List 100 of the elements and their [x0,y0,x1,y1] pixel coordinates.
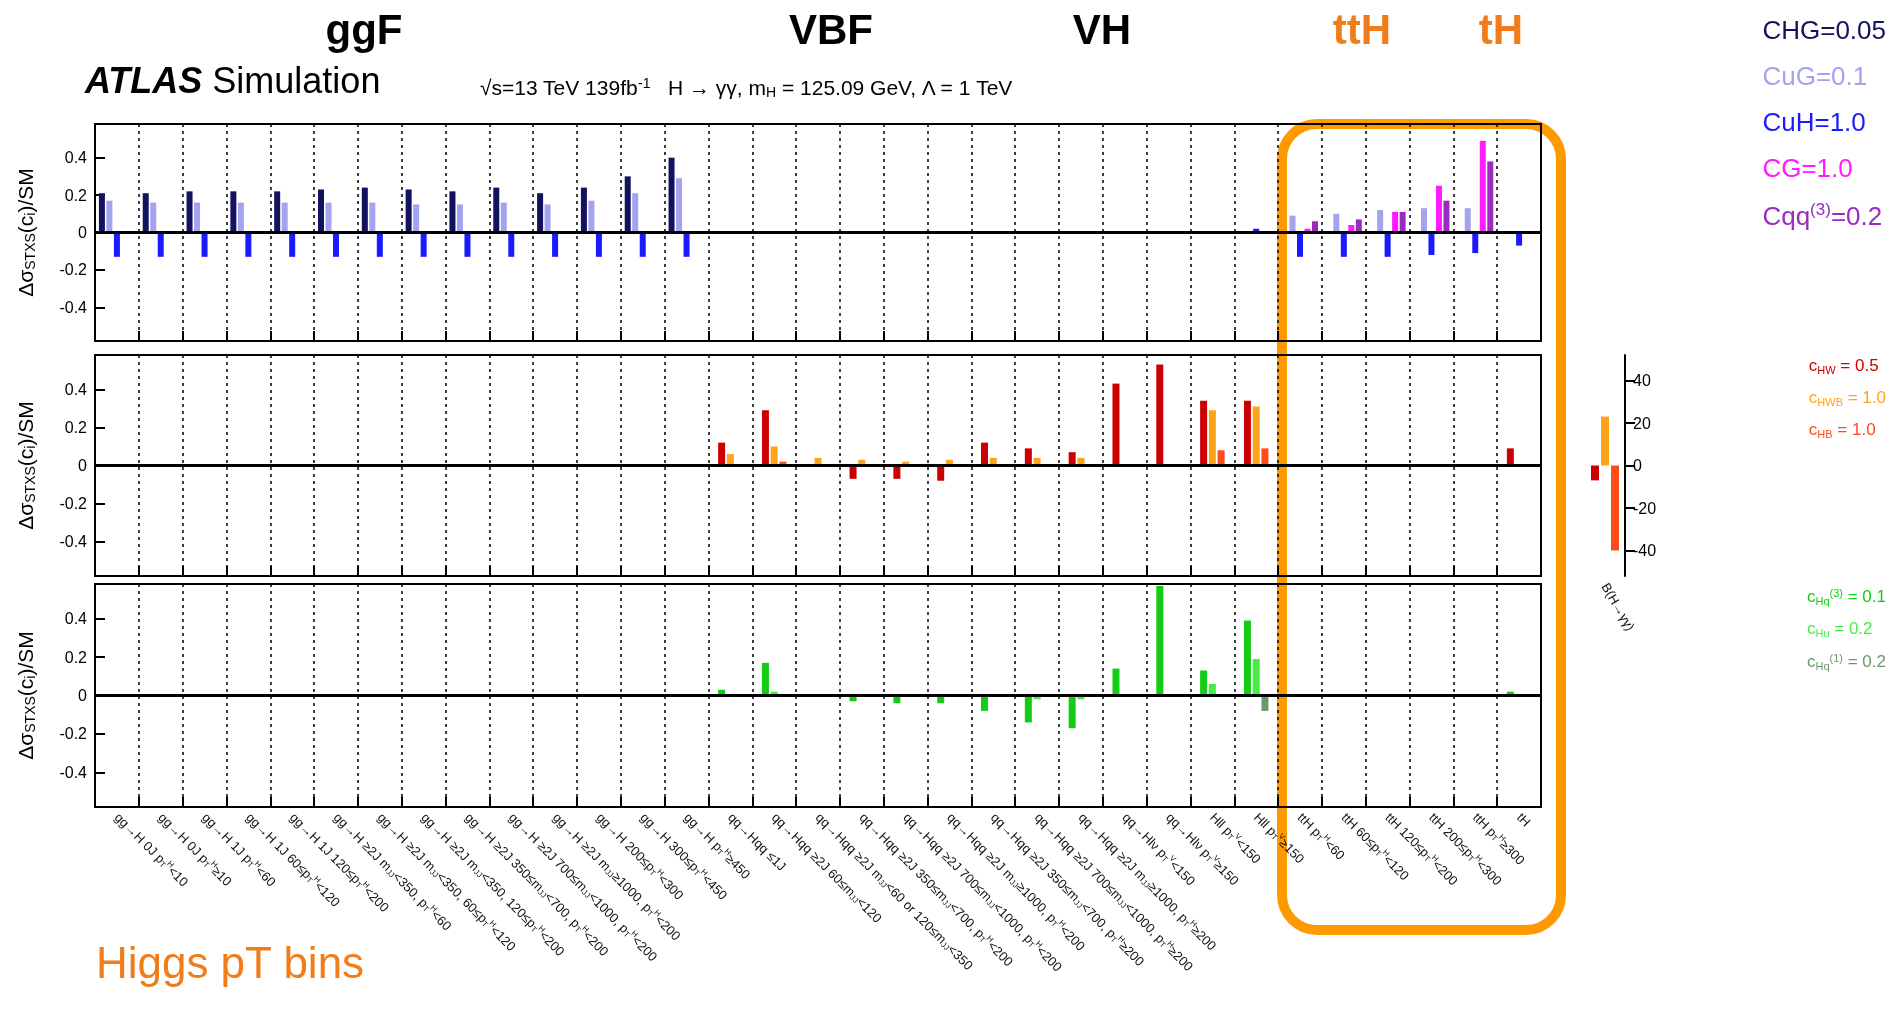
bar [1208,410,1216,466]
bar [500,202,507,233]
bar [420,232,427,257]
bar [1435,185,1442,233]
bar [413,204,420,233]
y-tick-label: 0.4 [64,610,88,628]
bar [456,204,463,233]
bar [113,232,120,257]
bar [718,442,726,466]
chart-title: ATLAS Simulation [84,59,381,101]
bar [1297,232,1303,257]
y2-tick-label: -40 [1633,542,1657,559]
bar [1200,400,1208,466]
bar [493,187,500,233]
bar [595,232,602,257]
bar [449,191,456,233]
y-axis-title: ΔσSTXS(ci)/SM [14,168,38,297]
text: tH [1478,5,1524,53]
bar [1443,200,1450,233]
bar [508,232,515,257]
y-axis-title: ΔσSTXS(ci)/SM [14,631,38,760]
bar [1464,208,1471,233]
bar [245,232,252,257]
y-tick-label: 0 [78,224,88,241]
bar [632,193,639,233]
bar [761,662,769,696]
bar [369,202,376,233]
text: ggF [325,5,403,53]
y-tick-label: -0.4 [59,763,88,781]
bar [588,200,595,233]
bar [1024,695,1032,723]
bar [1479,140,1486,233]
bar [1392,211,1399,233]
bar [1252,406,1260,466]
bar [580,187,587,233]
bar [1112,668,1120,696]
bar [274,191,281,233]
bar [1472,232,1479,254]
bar [289,232,296,257]
bar [683,232,690,257]
bar [201,232,208,257]
bar [194,202,201,233]
bar [1384,232,1391,257]
y-tick-label: 0.2 [64,648,88,666]
bar [1243,400,1251,466]
bar [464,232,471,257]
bar [405,189,412,233]
bar [544,204,551,233]
text: CHG=0.05 [1762,15,1887,45]
bar [333,232,339,257]
text: VH [1072,5,1132,53]
bar [106,200,113,233]
bar [230,191,237,233]
bar [186,191,193,233]
bar [1487,161,1494,233]
y-tick-label: -0.4 [59,533,88,551]
bar [142,193,149,233]
bar [676,178,683,233]
y-tick-label: 0.4 [64,380,88,398]
bar [325,202,332,233]
y-tick-label: 0.4 [64,149,88,167]
bar [1200,670,1208,696]
bar [1399,211,1406,233]
bar [761,410,769,466]
bar [1112,383,1120,466]
bar [281,202,288,233]
bar [639,232,646,257]
text: CuH=1.0 [1762,107,1866,137]
text: CG=1.0 [1762,153,1853,183]
y-tick-label: -0.4 [59,298,88,316]
y-tick-label: 0.2 [64,186,88,204]
bar [361,187,368,233]
bar [98,193,105,233]
x-tick-label: tH [1513,809,1534,830]
y-tick-label: -0.2 [59,495,88,513]
bar [318,189,324,233]
bar [1377,210,1384,233]
bar [376,232,383,257]
bar [237,202,244,233]
y-axis-title: ΔσSTXS(ci)/SM [14,401,38,530]
text: Higgs pT bins [95,937,365,987]
y-tick-label: 0 [78,687,88,704]
bar [1243,620,1251,696]
y2-tick-label: 20 [1633,414,1651,432]
bar [150,202,157,233]
bar [624,176,631,233]
bar [668,157,675,233]
bar [1428,232,1435,255]
bar [537,193,544,233]
bar [770,446,778,466]
text: ttH [1332,5,1392,53]
bar [1068,695,1076,729]
y2-tick-label: 40 [1633,372,1651,389]
text: VBF [789,5,873,53]
bar [1252,658,1260,696]
bar [552,232,559,257]
y-tick-label: -0.2 [59,261,88,279]
y-tick-label: 0.2 [64,418,88,436]
bar [1156,364,1164,466]
y-tick-label: -0.2 [59,725,88,743]
